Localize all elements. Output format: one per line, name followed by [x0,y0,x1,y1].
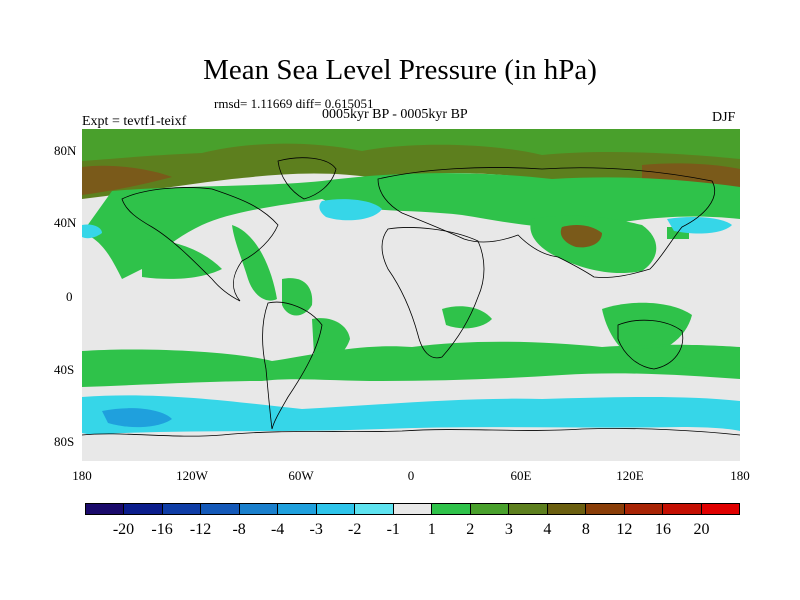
colorbar-label: 2 [466,521,475,538]
colorbar-label: -12 [189,521,212,538]
colorbar-box [278,504,317,514]
y-tick-40n: 40N [54,215,77,230]
colorbar-label: -4 [270,521,285,538]
colorbar-label: -20 [112,521,135,538]
colorbar [85,503,740,515]
colorbar-box [586,504,625,514]
stats-label: rmsd= 1.11669 diff= 0.615051 [214,96,374,111]
colorbar-box [86,504,125,514]
tropical-atlantic-green [282,278,313,316]
colorbar-box [124,504,163,514]
nh-green-belt [82,173,740,279]
experiment-label: Expt = tevtf1-teixf [82,114,187,129]
period-label: 0005kyr BP - 0005kyr BP [322,107,468,122]
x-tick-0: 0 [407,468,415,483]
colorbar-box [663,504,702,514]
colorbar-box [470,504,510,514]
colorbar-box [509,504,548,514]
colorbar-box [239,504,279,514]
colorbar-label: 8 [581,521,590,538]
colorbar-label: -16 [151,521,173,538]
y-tick-80n: 80N [54,143,77,158]
north-america-coast [121,187,279,302]
antarctic-white [82,427,740,461]
north-pacific-cyan [82,224,102,239]
southern-ocean-blue [102,408,172,428]
colorbar-label: 20 [693,521,710,538]
tibet-brown-spot [560,225,602,248]
arctic-brown-west [82,165,172,195]
africa-coast [381,227,485,359]
pressure-map [82,129,740,461]
colorbar-label: -3 [309,521,323,538]
north-atlantic-cyan [319,199,382,221]
colorbar-label: 4 [543,521,552,538]
south-pacific-green [642,345,740,375]
x-tick-60w: 60W [288,468,314,483]
colorbar-label: 16 [654,521,671,538]
colorbar-box [201,504,240,514]
x-tick-60e: 60E [510,468,532,483]
colorbar-label: 1 [427,521,436,538]
colorbar-box [316,504,356,514]
colorbar-box [355,504,394,514]
y-tick-0: 0 [66,289,73,304]
south-america-coast [262,301,323,430]
australia-coast [617,319,684,370]
x-tick-180e: 180 [730,468,750,483]
pacific-cyan-patch [667,217,732,234]
southern-green-belt [82,341,740,387]
eurasia-coast [377,167,715,278]
colorbar-box [393,504,433,514]
colorbar-label: -8 [232,521,246,538]
arctic-dark-green-band [82,129,740,161]
colorbar-box [547,504,587,514]
season-label: DJF [712,110,736,125]
x-tick-180w: 180 [72,468,92,483]
australia-green [602,302,692,357]
coastlines [82,157,740,437]
colorbar-box [432,504,471,514]
greenland-coast [277,157,337,200]
colorbar-label: 12 [616,521,633,538]
x-tick-120w: 120W [176,468,208,483]
y-tick-80s: 80S [54,434,75,449]
colorbar-label: -2 [348,521,362,538]
colorbar-box [162,504,202,514]
colorbar-label: -1 [386,521,400,538]
colorbar-box [624,504,664,514]
antarctica-coast [82,428,740,437]
indian-ocean-green [442,306,492,329]
y-tick-40s: 40S [54,362,75,377]
x-tick-120e: 120E [616,468,644,483]
colorbar-box [701,504,739,514]
chart-title: Mean Sea Level Pressure (in hPa) [203,54,597,86]
colorbar-label: 3 [504,521,513,538]
atlantic-green-tongue [232,225,277,301]
